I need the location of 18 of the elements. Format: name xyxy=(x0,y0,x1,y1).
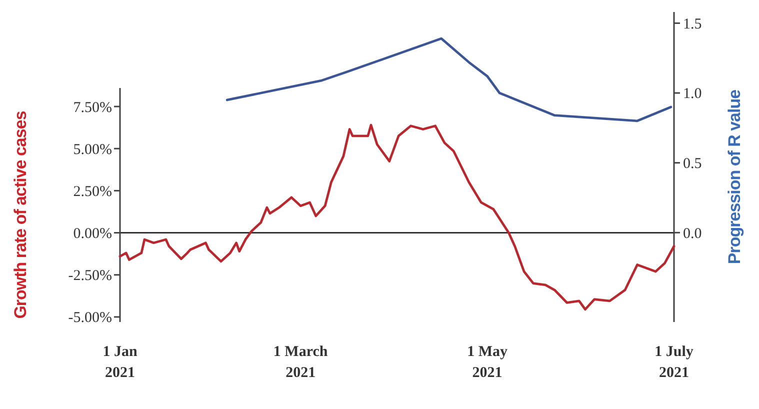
y-tick-label: -5.00% xyxy=(68,310,112,326)
x-tick-label: 1 July 2021 xyxy=(654,344,694,381)
x-tick-label: 1 March 2021 xyxy=(273,344,328,381)
y-tick-label: 5.00% xyxy=(73,142,112,158)
y-tick-label: -2.50% xyxy=(68,268,112,284)
y-axis-title: Growth rate of active cases xyxy=(11,111,30,319)
x-tick-label: 1 May 2021 xyxy=(467,344,508,381)
y2-tick-label: 1.5 xyxy=(683,16,702,32)
y-tick-label: 7.50% xyxy=(73,100,112,116)
y2-tick-label: 1.0 xyxy=(683,86,702,102)
line-series xyxy=(226,37,672,122)
y-tick-label: 2.50% xyxy=(73,184,112,200)
x-tick-label: 1 Jan 2021 xyxy=(102,344,138,381)
y2-tick-label: 0.0 xyxy=(683,226,702,242)
y-tick-label: 0.00% xyxy=(73,226,112,242)
y2-tick-label: 0.5 xyxy=(683,156,702,172)
y2-axis-title: Progression of R value xyxy=(725,90,744,264)
line-series xyxy=(118,124,676,311)
